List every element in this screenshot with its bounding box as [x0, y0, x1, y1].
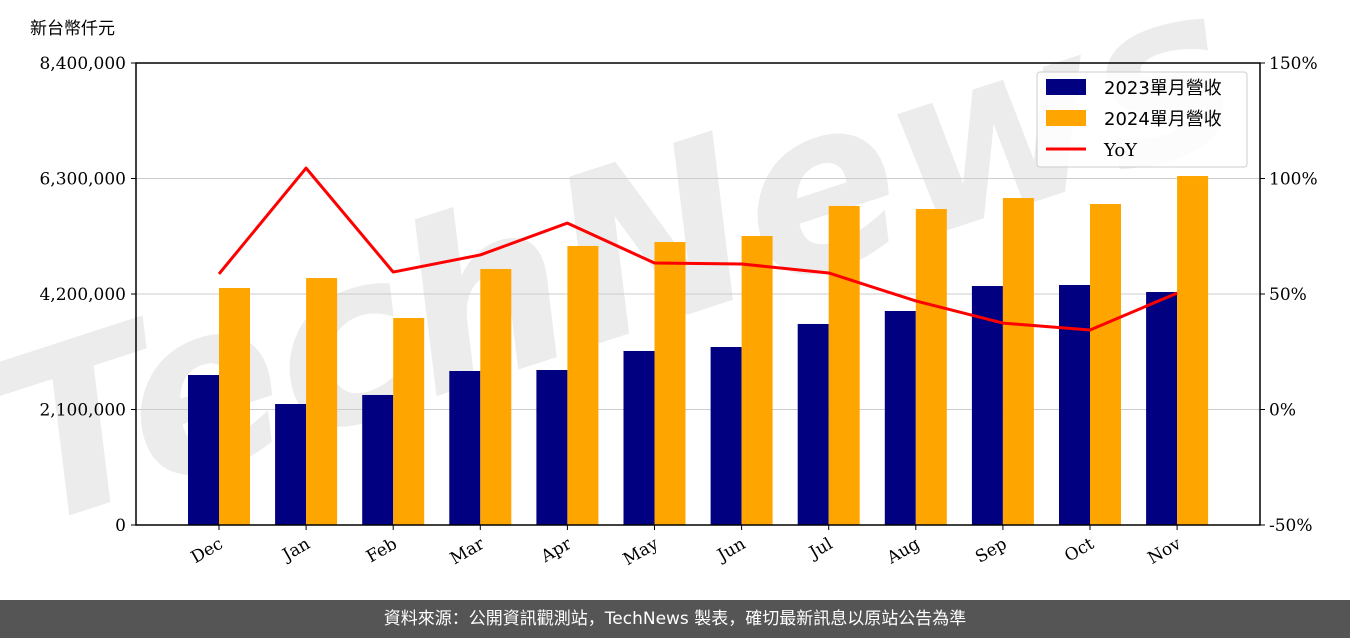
bar-2023-mar [449, 371, 481, 525]
legend-swatch-2023 [1046, 79, 1086, 95]
left-tick-label: 8,400,000 [39, 54, 126, 74]
bar-2023-may [623, 350, 655, 525]
x-tick-label: Oct [1061, 534, 1097, 567]
bar-2023-jan [275, 404, 307, 525]
left-tick-label: 6,300,000 [39, 170, 126, 190]
bar-2024-oct [1090, 204, 1121, 525]
legend-label-2023: 2023單月營收 [1104, 78, 1222, 99]
bar-2023-jul [797, 323, 829, 525]
bar-2023-sep [971, 286, 1003, 525]
bar-2024-dec [219, 288, 250, 525]
bar-2023-feb [362, 394, 394, 525]
bar-2024-nov [1177, 176, 1209, 525]
source-footer: 資料來源：公開資訊觀測站，TechNews 製表，確切最新訊息以原站公告為準 [0, 600, 1350, 638]
bar-2024-may [654, 242, 686, 525]
bar-2024-jul [828, 206, 860, 525]
bar-2024-aug [915, 209, 947, 525]
legend-label-2024: 2024單月營收 [1104, 109, 1222, 130]
x-tick-label: Mar [447, 534, 489, 570]
bar-2024-sep [1002, 198, 1034, 525]
bar-2024-feb [393, 317, 425, 525]
x-tick-label: Jul [804, 534, 836, 564]
x-tick-label: Nov [1145, 534, 1185, 569]
x-tick-label: Jan [278, 534, 314, 566]
bar-2024-jun [741, 235, 773, 525]
bar-2023-dec [188, 375, 219, 525]
legend-swatch-2024 [1046, 110, 1086, 126]
x-tick-label: Feb [363, 534, 401, 567]
right-tick-label: 0% [1269, 401, 1296, 421]
x-tick-label: Jun [712, 534, 749, 567]
bar-2023-oct [1059, 284, 1090, 525]
right-tick-label: 150% [1269, 54, 1318, 74]
x-tick-label: Apr [537, 534, 576, 568]
right-tick-label: 50% [1269, 285, 1307, 305]
x-tick-label: May [620, 534, 663, 570]
bar-2023-nov [1146, 292, 1178, 525]
y-axis-unit-label: 新台幣仟元 [30, 19, 115, 39]
bar-2023-apr [536, 370, 568, 525]
bar-2024-apr [567, 245, 599, 526]
bar-2023-aug [884, 310, 916, 525]
x-tick-label: Aug [883, 534, 924, 569]
yoy-line [217, 166, 1178, 332]
bar-2024-mar [480, 268, 512, 525]
plot-frame [135, 62, 1261, 526]
bar-2023-jun [710, 347, 742, 525]
legend-box [1036, 71, 1248, 168]
left-tick-label: 4,200,000 [39, 285, 126, 305]
bar-2024-jan [306, 278, 338, 525]
revenue-chart: TechNews02,100,0004,200,0006,300,0008,40… [0, 0, 1318, 580]
right-tick-label: -50% [1269, 516, 1313, 536]
right-tick-label: 100% [1269, 170, 1318, 190]
x-tick-label: Dec [188, 534, 227, 568]
left-tick-label: 0 [115, 516, 126, 536]
left-tick-label: 2,100,000 [39, 401, 126, 421]
x-tick-label: Sep [972, 534, 1010, 568]
legend-label-yoy: YoY [1103, 140, 1138, 161]
